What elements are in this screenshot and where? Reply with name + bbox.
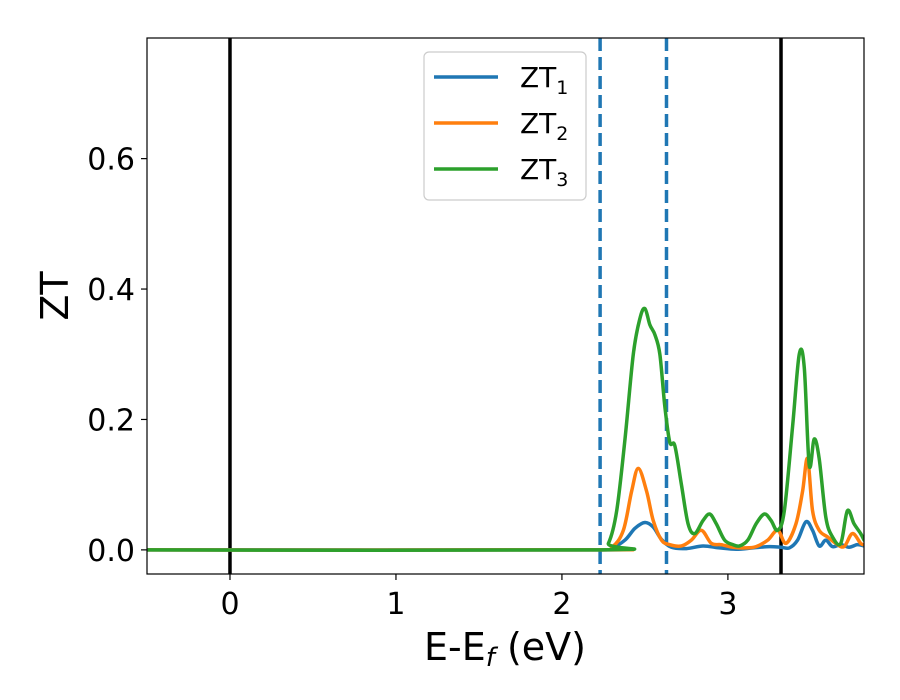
series-line-zt3 (147, 306, 864, 553)
legend-label-zt2: ZT2 (520, 107, 568, 145)
x-axis-title: E-Ef (eV) (424, 625, 586, 673)
legend: ZT1 ZT2 ZT3 (423, 51, 587, 201)
y-tick-label: 0.0 (87, 534, 135, 569)
series-layer (147, 306, 864, 553)
y-axis-title: ZT (33, 271, 77, 321)
x-tick-label: 1 (386, 587, 405, 622)
y-tick-label: 0.2 (87, 403, 135, 438)
series-line-zt2 (147, 456, 864, 552)
legend-label-zt3: ZT3 (520, 153, 568, 191)
x-tick-label: 2 (552, 587, 571, 622)
y-tick-label: 0.6 (87, 143, 135, 178)
vertical-reference-lines (228, 38, 783, 574)
y-axis: 0.0 0.2 0.4 0.6 (87, 143, 147, 569)
plot-frame (146, 37, 865, 575)
legend-box (423, 51, 587, 201)
legend-label-zt1: ZT1 (520, 61, 568, 99)
x-axis: 0 1 2 3 (220, 574, 737, 622)
x-tick-label: 3 (718, 587, 737, 622)
y-tick-label: 0.4 (87, 273, 135, 308)
x-tick-label: 0 (220, 587, 239, 622)
